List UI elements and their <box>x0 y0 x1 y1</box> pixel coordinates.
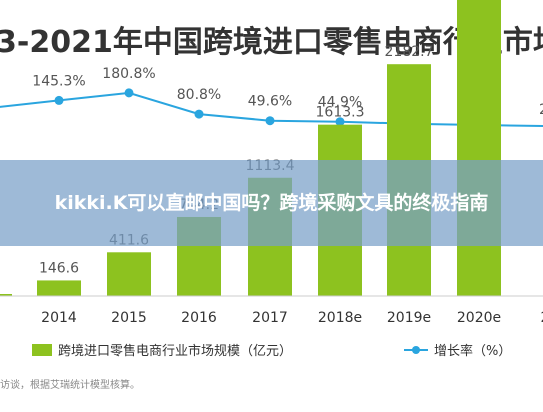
x-tick-2018e: 2018e <box>318 310 362 326</box>
bar-label-2019e: 2182.7 <box>385 44 434 60</box>
line-label-2015: 180.8% <box>102 66 155 82</box>
legend-bar-label: 跨境进口零售电商行业市场规模（亿元） <box>58 343 292 359</box>
x-tick-2015: 2015 <box>111 310 147 326</box>
line-point-2015 <box>124 88 134 98</box>
line-label-2017: 49.6% <box>248 94 292 110</box>
bar-2015 <box>107 252 151 296</box>
x-tick-2017: 2017 <box>252 310 288 326</box>
axis-layer: 320142015201620172018e2019e2020e2 <box>0 295 543 326</box>
headline-banner: kikki.K可以直邮中国吗？跨境采购文具的终极指南 <box>0 160 543 246</box>
line-point-2014 <box>54 95 64 105</box>
line-point-2016 <box>194 109 204 119</box>
bar-2020e <box>457 0 501 297</box>
headline-text: kikki.K可以直邮中国吗？跨境采购文具的终极指南 <box>54 192 489 214</box>
legend-line-label: 增长率（%） <box>434 343 511 359</box>
line-label-2016: 80.8% <box>177 87 221 103</box>
x-tick-2014: 2014 <box>41 310 77 326</box>
line-label-2: 2 <box>539 102 543 118</box>
legend-line-marker <box>412 346 420 354</box>
bar-2014 <box>37 280 81 296</box>
line-point-2018e <box>335 117 345 127</box>
x-tick-2020e: 2020e <box>457 310 501 326</box>
x-tick-2019e: 2019e <box>387 310 431 326</box>
footer-note: 访谈，根据艾瑞统计模型核算。 <box>0 378 140 391</box>
line-label-2018e: 44.9% <box>318 95 362 111</box>
legend: 跨境进口零售电商行业市场规模（亿元） 增长率（%） <box>32 343 511 359</box>
bar-label-2014: 146.6 <box>39 260 79 276</box>
line-point-2017 <box>265 116 275 126</box>
bar-label-2018e: 1613.3 <box>316 105 365 121</box>
line-label-2014: 145.3% <box>32 73 85 89</box>
x-tick-2: 2 <box>541 310 543 326</box>
legend-bar-swatch <box>32 344 52 356</box>
bar-3 <box>0 294 12 296</box>
x-tick-2016: 2016 <box>181 310 217 326</box>
chart-title: 3-2021年中国跨境进口零售电商行业市场 <box>0 25 543 60</box>
